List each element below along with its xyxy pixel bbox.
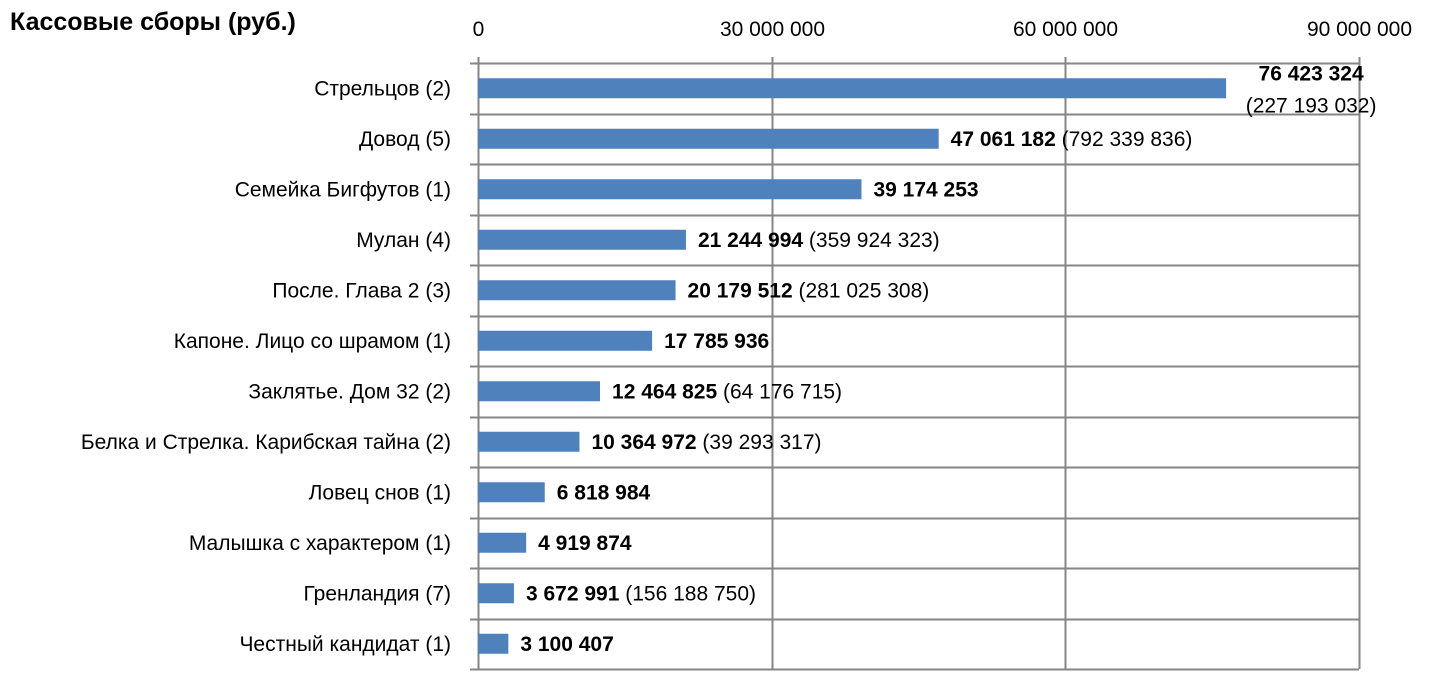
category-label: Малышка с характером (1) xyxy=(189,532,451,555)
bar xyxy=(478,633,509,654)
total-label: (39 293 317) xyxy=(697,431,822,454)
data-label: 17 785 936 xyxy=(664,330,769,353)
value-label: 76 423 324 xyxy=(1259,62,1364,85)
bar xyxy=(478,431,580,452)
value-label: 47 061 182 xyxy=(951,128,1056,151)
bar xyxy=(478,482,545,503)
bar xyxy=(478,280,676,301)
category-label: Капоне. Лицо со шрамом (1) xyxy=(174,330,451,353)
category-label: Гренландия (7) xyxy=(303,582,451,605)
data-label: 47 061 182 (792 339 836) xyxy=(951,128,1193,151)
x-tick-label: 30 000 000 xyxy=(720,18,825,41)
value-label: 12 464 825 xyxy=(612,380,717,403)
data-label: 6 818 984 xyxy=(557,481,651,504)
value-label: 3 100 407 xyxy=(520,633,613,656)
data-label: 3 100 407 xyxy=(520,633,613,656)
bar xyxy=(478,179,862,200)
category-label: Ловец снов (1) xyxy=(309,481,451,504)
category-label: Честный кандидат (1) xyxy=(239,633,451,656)
category-label: Довод (5) xyxy=(359,128,451,151)
x-tick-label: 60 000 000 xyxy=(1013,18,1118,41)
chart-title: Кассовые сборы (руб.) xyxy=(10,8,296,36)
bar xyxy=(478,583,514,604)
x-tick-label: 0 xyxy=(473,18,485,41)
category-label: Заклятье. Дом 32 (2) xyxy=(248,380,451,403)
total-label: (64 176 715) xyxy=(717,380,842,403)
data-label: 10 364 972 (39 293 317) xyxy=(591,431,821,454)
value-label: 39 174 253 xyxy=(873,178,978,201)
value-label: 4 919 874 xyxy=(538,532,632,555)
bar xyxy=(478,78,1227,99)
data-label: 3 672 991 (156 188 750) xyxy=(526,582,756,605)
value-label: 21 244 994 xyxy=(698,229,803,252)
category-label: Стрельцов (2) xyxy=(314,77,451,100)
value-label: 20 179 512 xyxy=(688,279,793,302)
total-label: (792 339 836) xyxy=(1056,128,1193,151)
total-label: (281 025 308) xyxy=(793,279,930,302)
data-label: 12 464 825 (64 176 715) xyxy=(612,380,842,403)
value-label: 3 672 991 xyxy=(526,582,620,605)
bar xyxy=(478,532,527,553)
total-label: (156 188 750) xyxy=(619,582,756,605)
category-label: Мулан (4) xyxy=(356,229,451,252)
bar xyxy=(478,229,686,250)
total-label: (227 193 032) xyxy=(1246,94,1377,117)
bar xyxy=(478,330,653,351)
x-tick-label: 90 000 000 xyxy=(1307,18,1412,41)
category-label: Семейка Бигфутов (1) xyxy=(235,178,451,201)
data-label: 20 179 512 (281 025 308) xyxy=(688,279,930,302)
bar xyxy=(478,128,939,149)
value-label: 6 818 984 xyxy=(557,481,651,504)
total-label: (359 924 323) xyxy=(803,229,940,252)
data-label: 21 244 994 (359 924 323) xyxy=(698,229,940,252)
bar xyxy=(478,381,601,402)
category-label: После. Глава 2 (3) xyxy=(272,279,451,302)
data-label: 4 919 874 xyxy=(538,532,632,555)
value-label: 10 364 972 xyxy=(591,431,696,454)
data-label: 39 174 253 xyxy=(873,178,978,201)
category-label: Белка и Стрелка. Карибская тайна (2) xyxy=(81,431,451,454)
value-label: 17 785 936 xyxy=(664,330,769,353)
